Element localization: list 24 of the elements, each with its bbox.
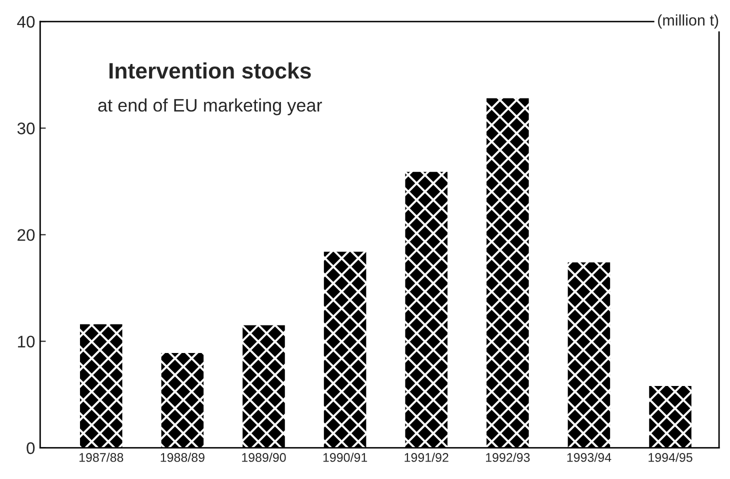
bar xyxy=(568,262,610,448)
x-tick-label: 1991/92 xyxy=(404,452,448,462)
y-tick-label: 20 xyxy=(18,229,35,241)
y-tick-label: 40 xyxy=(17,16,35,28)
x-tick-label: 1993/94 xyxy=(567,452,612,462)
y-tick-label: 30 xyxy=(17,122,35,134)
x-tick-label: 1994/95 xyxy=(648,452,692,462)
bar xyxy=(242,325,285,448)
x-tick-label: 1989/90 xyxy=(242,452,286,462)
y-tick-label: 10 xyxy=(18,336,35,348)
y-axis-title: (million t) xyxy=(658,14,718,29)
bar xyxy=(405,172,448,448)
bar xyxy=(649,386,692,448)
text: at end of EU marketing year xyxy=(98,98,322,116)
bar xyxy=(486,98,529,448)
bar xyxy=(324,252,366,448)
y-tick-label: 0 xyxy=(26,442,35,454)
x-tick-label: 1987/88 xyxy=(79,452,124,462)
bar xyxy=(161,353,204,448)
x-tick-label: 1992/93 xyxy=(486,452,530,462)
x-tick-label: 1988/89 xyxy=(160,452,204,462)
text: Intervention stocks xyxy=(109,62,311,79)
bar xyxy=(80,324,122,448)
x-tick-label: 1990/91 xyxy=(323,452,368,462)
